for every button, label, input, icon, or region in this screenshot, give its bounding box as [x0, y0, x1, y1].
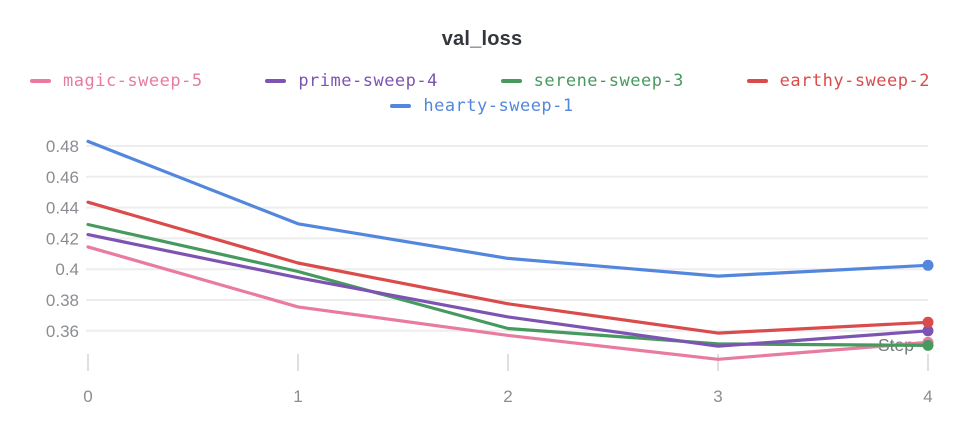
legend-item-prime-sweep-4[interactable]: prime-sweep-4	[265, 71, 438, 91]
legend-item-serene-sweep-3[interactable]: serene-sweep-3	[500, 71, 684, 91]
series-endpoint-prime-sweep-4	[922, 325, 934, 337]
legend-label: hearty-sweep-1	[423, 96, 574, 116]
legend-line-swatch-icon	[265, 79, 287, 83]
x-tick-label: 3	[713, 387, 722, 406]
legend-line-swatch-icon	[30, 79, 51, 83]
x-tick-label: 0	[83, 387, 92, 406]
series-line-earthy-sweep-2[interactable]	[86, 200, 930, 335]
y-tick-label: 0.36	[46, 322, 79, 341]
y-tick-label: 0.44	[46, 199, 79, 218]
x-tick-label: 4	[923, 387, 932, 406]
series-line-serene-sweep-3[interactable]	[86, 222, 930, 347]
y-tick-label: 0.42	[46, 229, 79, 248]
series-line-hearty-sweep-1[interactable]	[86, 139, 930, 278]
chart-title: val_loss	[441, 28, 523, 50]
legend-label: magic-sweep-5	[63, 71, 203, 91]
legend-label: prime-sweep-4	[298, 71, 438, 91]
legend-label: serene-sweep-3	[533, 71, 684, 91]
legend-item-magic-sweep-5[interactable]: magic-sweep-5	[30, 71, 203, 91]
series-line-magic-sweep-5[interactable]	[86, 245, 930, 361]
legend-line-swatch-icon	[500, 79, 522, 83]
series-line-prime-sweep-4[interactable]	[86, 233, 930, 348]
legend-row-2: hearty-sweep-1	[0, 96, 964, 116]
series-endpoint-serene-sweep-3	[922, 339, 934, 351]
y-tick-label: 0.48	[46, 137, 79, 156]
legend-item-hearty-sweep-1[interactable]: hearty-sweep-1	[390, 96, 573, 116]
legend-row-1: magic-sweep-5 prime-sweep-4 serene-sweep-3…	[0, 71, 964, 91]
legend-line-swatch-icon	[390, 104, 412, 108]
legend-item-earthy-sweep-2[interactable]: earthy-sweep-2	[746, 71, 930, 91]
x-tick-label: 2	[503, 387, 512, 406]
y-tick-label: 0.38	[46, 291, 79, 310]
series-endpoint-hearty-sweep-1	[922, 259, 934, 271]
y-tick-label: 0.46	[46, 168, 79, 187]
series-endpoint-earthy-sweep-2	[922, 316, 934, 328]
x-tick-label: 1	[293, 387, 302, 406]
legend-label: earthy-sweep-2	[779, 71, 930, 91]
y-tick-label: 0.4	[55, 260, 79, 279]
legend-line-swatch-icon	[746, 79, 768, 83]
